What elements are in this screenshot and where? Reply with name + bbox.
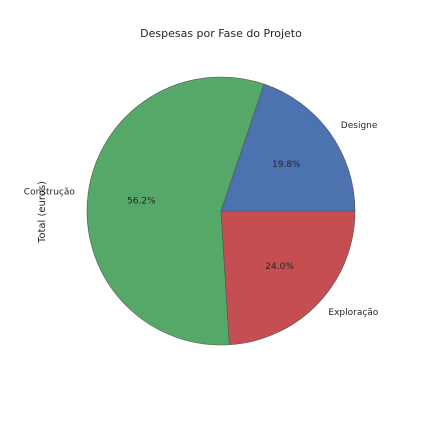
slice-percent-3: 24.0% — [265, 262, 294, 272]
slice-percent-2: 56.2% — [127, 196, 156, 206]
chart-title: Despesas por Fase do Projeto — [140, 27, 302, 40]
pie-outer-labels: Designe Construção Exploração — [24, 121, 379, 318]
pie-slice-1 — [220, 83, 356, 212]
slice-percent-1: 19.8% — [272, 160, 301, 170]
slice-label-3: Exploração — [328, 308, 378, 318]
y-axis-label: Total (euros) — [37, 181, 48, 244]
pie-slice-2 — [86, 76, 265, 346]
pie-percent-labels: 19.8% 56.2% 24.0% — [127, 160, 301, 272]
slice-label-2: Construção — [24, 188, 76, 198]
pie-slice-3 — [220, 210, 356, 346]
pie-slices — [86, 76, 356, 346]
slice-label-1: Designe — [341, 121, 378, 131]
